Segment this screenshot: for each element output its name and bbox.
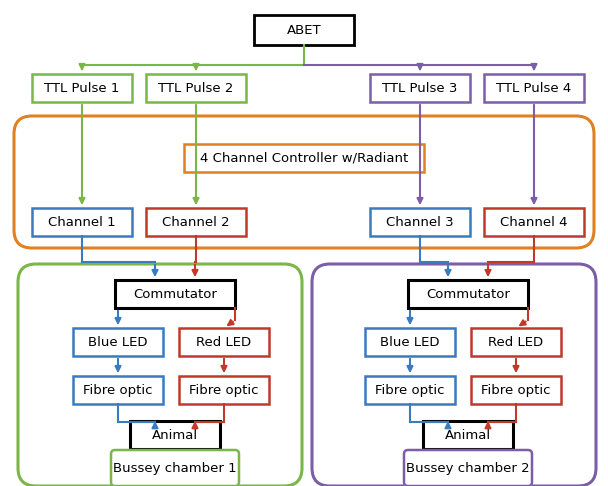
- FancyBboxPatch shape: [146, 208, 246, 236]
- FancyBboxPatch shape: [32, 74, 132, 102]
- Text: ABET: ABET: [287, 23, 321, 36]
- Text: Channel 4: Channel 4: [500, 215, 568, 228]
- FancyBboxPatch shape: [484, 74, 584, 102]
- FancyBboxPatch shape: [146, 74, 246, 102]
- FancyBboxPatch shape: [484, 208, 584, 236]
- FancyBboxPatch shape: [365, 376, 455, 404]
- FancyBboxPatch shape: [73, 328, 163, 356]
- FancyBboxPatch shape: [254, 15, 354, 45]
- FancyBboxPatch shape: [404, 450, 532, 486]
- Text: TTL Pulse 3: TTL Pulse 3: [382, 82, 458, 94]
- FancyBboxPatch shape: [471, 376, 561, 404]
- Text: Channel 1: Channel 1: [48, 215, 116, 228]
- FancyBboxPatch shape: [365, 328, 455, 356]
- FancyBboxPatch shape: [130, 421, 220, 449]
- FancyBboxPatch shape: [73, 376, 163, 404]
- Text: Fibre optic: Fibre optic: [375, 383, 444, 397]
- Text: TTL Pulse 1: TTL Pulse 1: [44, 82, 120, 94]
- FancyBboxPatch shape: [370, 74, 470, 102]
- Text: Fibre optic: Fibre optic: [83, 383, 153, 397]
- Text: Channel 2: Channel 2: [162, 215, 230, 228]
- Text: Commutator: Commutator: [426, 288, 510, 300]
- FancyBboxPatch shape: [370, 208, 470, 236]
- Text: Fibre optic: Fibre optic: [482, 383, 551, 397]
- Text: Bussey chamber 1: Bussey chamber 1: [113, 462, 237, 474]
- FancyBboxPatch shape: [179, 376, 269, 404]
- Text: TTL Pulse 4: TTL Pulse 4: [496, 82, 572, 94]
- FancyBboxPatch shape: [184, 144, 424, 172]
- FancyBboxPatch shape: [423, 421, 513, 449]
- FancyBboxPatch shape: [471, 328, 561, 356]
- FancyBboxPatch shape: [115, 280, 235, 308]
- FancyBboxPatch shape: [179, 328, 269, 356]
- Text: Channel 3: Channel 3: [386, 215, 454, 228]
- Text: Red LED: Red LED: [488, 335, 544, 348]
- Text: Blue LED: Blue LED: [380, 335, 440, 348]
- Text: Bussey chamber 2: Bussey chamber 2: [406, 462, 530, 474]
- Text: Fibre optic: Fibre optic: [189, 383, 259, 397]
- Text: 4 Channel Controller w/Radiant: 4 Channel Controller w/Radiant: [200, 152, 408, 164]
- FancyBboxPatch shape: [32, 208, 132, 236]
- Text: Animal: Animal: [445, 429, 491, 441]
- Text: Animal: Animal: [152, 429, 198, 441]
- Text: Commutator: Commutator: [133, 288, 217, 300]
- FancyBboxPatch shape: [111, 450, 239, 486]
- Text: Blue LED: Blue LED: [88, 335, 148, 348]
- FancyBboxPatch shape: [408, 280, 528, 308]
- Text: Red LED: Red LED: [196, 335, 252, 348]
- Text: TTL Pulse 2: TTL Pulse 2: [158, 82, 233, 94]
